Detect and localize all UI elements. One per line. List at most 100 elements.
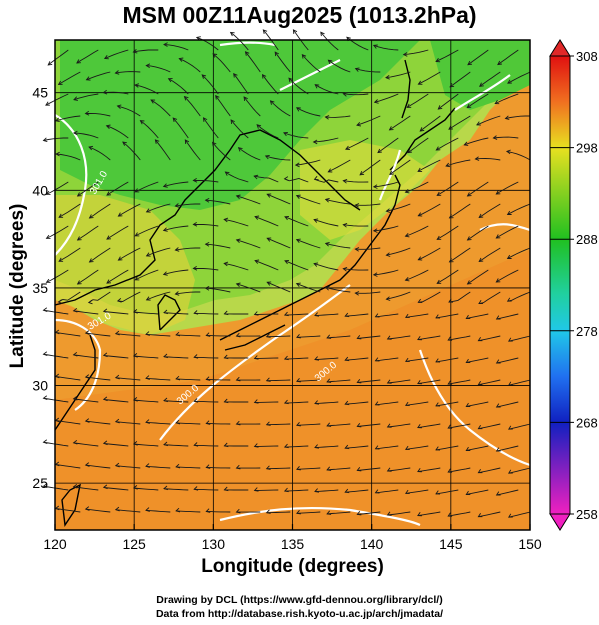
streamline-arrowhead [505, 149, 511, 155]
streamline-arrowhead [205, 508, 211, 513]
streamline-arrowhead [404, 489, 410, 495]
streamline-arrowhead [296, 510, 301, 515]
streamline-arrowhead [163, 353, 169, 359]
streamline [77, 181, 99, 197]
streamline-arrowhead [449, 82, 455, 88]
streamline [284, 260, 309, 271]
streamline [267, 237, 291, 249]
streamline-arrowhead [356, 121, 361, 127]
streamline-arrowhead [465, 490, 471, 495]
streamline [479, 71, 501, 87]
streamline [387, 379, 411, 384]
streamline [438, 93, 459, 110]
streamline [417, 335, 441, 341]
streamline [172, 117, 189, 139]
streamline [85, 464, 111, 469]
streamline-arrowhead [72, 130, 78, 136]
streamline-arrowhead [134, 232, 140, 237]
streamline [314, 489, 339, 493]
streamline-arrowhead [476, 121, 481, 126]
streamline [496, 269, 519, 283]
streamline-arrowhead [342, 178, 348, 184]
streamline-arrowhead [467, 60, 473, 66]
streamline [194, 400, 219, 403]
streamline [103, 398, 129, 403]
streamline [466, 489, 489, 495]
streamline [506, 150, 531, 161]
streamline-arrowhead [404, 357, 410, 363]
credit-data: Data from http://database.rish.kyoto-u.a… [155, 608, 444, 620]
streamline-arrowhead [163, 485, 169, 491]
streamline-arrowhead [274, 51, 280, 57]
streamline-arrowhead [385, 208, 391, 213]
streamline [117, 291, 141, 302]
streamline [296, 283, 321, 293]
streamline-arrowhead [417, 468, 422, 473]
streamline-arrowhead [192, 222, 198, 227]
streamline-arrowhead [474, 156, 480, 161]
streamline-arrowhead [417, 212, 423, 217]
streamline [493, 136, 519, 139]
streamline-arrowhead [132, 441, 138, 446]
streamline [295, 159, 321, 166]
streamline-arrowhead [204, 197, 210, 203]
streamline-arrowhead [313, 262, 319, 267]
streamline-arrowhead [356, 379, 362, 384]
streamline [314, 401, 339, 405]
streamline [267, 193, 291, 205]
streamline [478, 203, 501, 218]
streamline-arrowhead [84, 506, 90, 511]
y-tick-label: 40 [32, 182, 48, 198]
streamline [345, 137, 369, 150]
streamline-arrowhead [163, 397, 169, 403]
streamline [466, 401, 489, 407]
streamline [45, 93, 69, 106]
streamline [77, 269, 99, 285]
streamline-arrowhead [407, 148, 413, 154]
streamline-arrowhead [495, 315, 501, 320]
streamline-arrowhead [372, 184, 378, 189]
streamline [238, 147, 261, 161]
streamline [176, 334, 201, 337]
y-tick-label: 45 [32, 85, 48, 101]
streamline-arrowhead [205, 332, 211, 337]
streamline [406, 93, 429, 108]
streamline [508, 467, 531, 474]
streamline-arrowhead [417, 298, 423, 304]
streamline-arrowhead [354, 247, 360, 252]
streamline-arrowhead [495, 359, 501, 364]
streamline-arrowhead [162, 183, 168, 188]
streamline [163, 488, 189, 491]
streamline [206, 423, 231, 425]
x-tick-label: 140 [360, 536, 384, 552]
streamline-arrowhead [477, 513, 483, 518]
streamline-arrowhead [116, 298, 122, 303]
streamline-arrowhead [47, 61, 53, 66]
streamline-arrowhead [57, 299, 63, 304]
streamline [436, 181, 459, 196]
streamline [284, 216, 309, 227]
streamline-arrowhead [174, 203, 180, 208]
colorbar-tick-label: 288 [576, 232, 598, 247]
streamline [466, 313, 489, 319]
streamline [405, 313, 429, 318]
streamline [375, 357, 399, 362]
wind-streamlines [42, 29, 531, 518]
streamline-arrowhead [145, 63, 151, 68]
streamline-arrowhead [314, 356, 320, 361]
streamline [254, 313, 279, 315]
streamline-arrowhead [283, 176, 289, 181]
streamline-arrowhead [445, 162, 451, 168]
streamline-arrowhead [477, 425, 483, 430]
streamline [150, 99, 171, 117]
x-tick-labels: 120 125 130 135 140 145 150 [43, 524, 542, 552]
streamline-arrowhead [266, 237, 272, 242]
streamline [325, 115, 351, 118]
streamline-arrowhead [266, 281, 272, 286]
streamline [496, 401, 519, 408]
streamline-arrowhead [326, 422, 332, 427]
streamline [55, 376, 81, 381]
streamline [46, 269, 69, 283]
streamline-arrowhead [386, 379, 392, 384]
streamline-arrowhead [244, 51, 250, 56]
